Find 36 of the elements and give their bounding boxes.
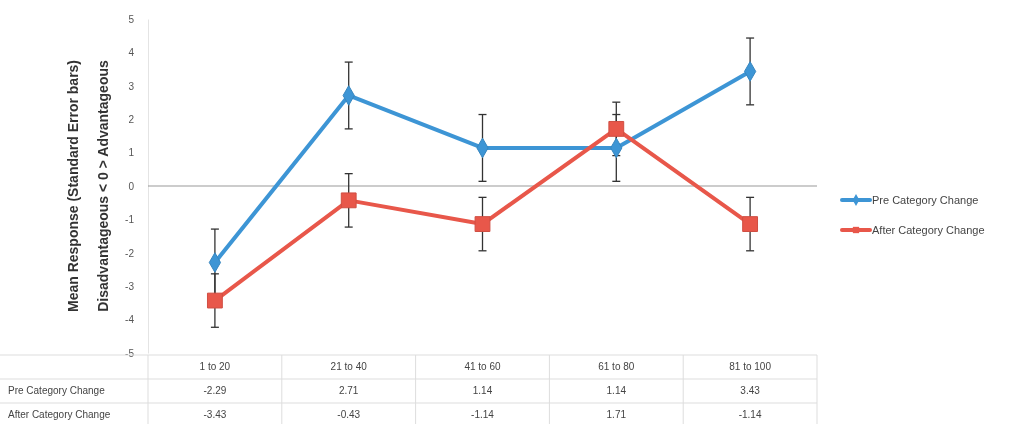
data-label: 3.43 [740,385,761,396]
data-label: 1.71 [606,409,627,420]
x-tick-label: 81 to 100 [729,361,772,372]
point [206,292,223,309]
legend-label: Pre Category Change [872,194,979,206]
y-tick-label: -4 [125,314,135,326]
point [340,192,357,209]
y-tick-label: -1 [125,214,135,226]
text: After Category Change [8,409,111,420]
x-tick-label: 61 to 80 [598,361,635,372]
point [608,120,625,137]
y-tick-label: -3 [125,280,135,292]
data-label: 2.71 [338,385,359,396]
point [742,216,759,232]
y-axis-title: Mean Response (Standard Error bars) Disadvantageous < 0 > Advantageous [65,59,111,313]
data-label: -1.14 [471,409,495,420]
x-tick-label: 41 to 60 [464,361,501,372]
point [474,216,491,232]
y-tick-label: 0 [128,180,135,192]
y-tick-label: 3 [128,80,135,92]
y-tick-label: 1 [128,147,135,159]
y-tick-label: -5 [125,347,135,359]
x-tick-label: 1 to 20 [199,361,231,372]
data-label: 1.14 [606,385,627,396]
y-tick-label: -2 [125,247,135,259]
data-label: -3.43 [203,409,227,420]
legend-label: After Category Change [872,224,985,236]
y-tick-label: 4 [128,47,135,59]
x-tick-label: 21 to 40 [330,361,368,372]
y-tick-label: 2 [128,113,135,125]
data-label: -0.43 [337,409,361,420]
data-label: 1.14 [472,385,493,396]
data-label: -2.29 [203,385,227,396]
text: Pre Category Change [8,385,105,396]
y-tick-label: 5 [128,13,135,25]
data-label: -1.14 [738,409,762,420]
